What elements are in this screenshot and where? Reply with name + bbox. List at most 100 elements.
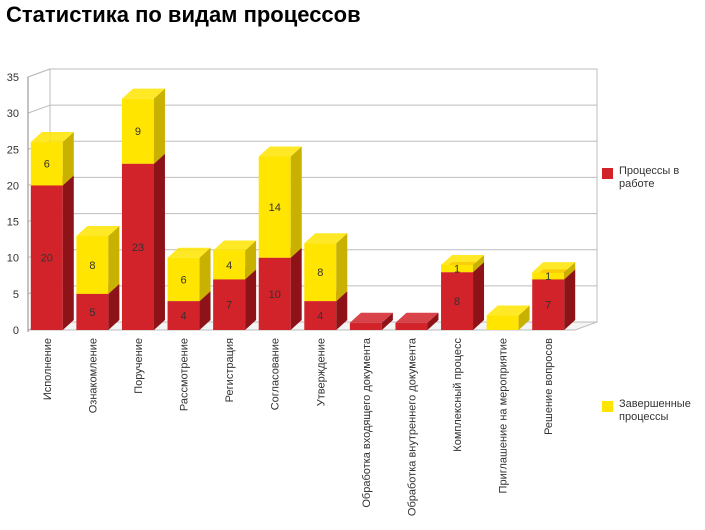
y-tick-label: 25 (7, 144, 19, 156)
bar-completed-front (486, 315, 519, 330)
bar-in-progress-front (258, 257, 291, 330)
bar-in-progress-front (213, 279, 246, 330)
bar-in-progress-front (76, 293, 109, 330)
data-label-in-progress: 4 (180, 311, 186, 323)
bar-in-progress-front (121, 163, 154, 330)
y-tick-label: 5 (13, 289, 19, 301)
data-label-completed: 14 (269, 202, 281, 214)
x-tick-label: Поручение (133, 338, 145, 394)
bar-in-progress-front (441, 272, 474, 330)
data-label-in-progress: 7 (545, 300, 551, 312)
bar-completed-side (108, 226, 120, 294)
y-tick-label: 35 (7, 72, 19, 84)
legend-item-completed[interactable]: Завершенные процессы (602, 398, 705, 424)
bar-in-progress-side (290, 247, 302, 330)
y-tick-label: 15 (7, 217, 19, 229)
bar-completed-side (245, 240, 257, 280)
bar-in-progress-side (108, 283, 120, 330)
data-label-in-progress: 10 (269, 289, 281, 301)
y-tick-label: 10 (7, 253, 19, 265)
bar-in-progress-front (30, 185, 63, 330)
bar-completed-front (121, 98, 154, 164)
data-label-in-progress: 20 (41, 253, 53, 265)
bar-in-progress-front (167, 301, 200, 330)
bar-completed-front (30, 142, 63, 186)
data-label-completed: 6 (180, 274, 186, 286)
data-label-completed: 1 (545, 271, 551, 283)
bar-completed-front (167, 257, 200, 302)
bar-completed-top (30, 132, 74, 143)
bar-in-progress-side (153, 153, 165, 330)
bar-completed-top (213, 240, 257, 251)
bar-in-progress-front (532, 279, 565, 330)
bar-completed-side (199, 247, 211, 302)
page-title: Статистика по видам процессов (6, 2, 361, 27)
bar-in-progress-top (395, 312, 439, 323)
bar-completed-side (153, 88, 165, 164)
bar-in-progress-side (473, 262, 485, 330)
data-label-completed: 6 (44, 159, 50, 171)
bar-completed-top (304, 233, 348, 244)
bar-completed-side (473, 254, 485, 273)
bar-completed-front (258, 156, 291, 258)
legend-label-in-progress: Процессы в работе (619, 165, 680, 190)
bar-in-progress-side (62, 175, 74, 330)
x-tick-label: Обработка входящего документа (361, 337, 373, 508)
bar-completed-front (304, 243, 337, 302)
y-tick-label: 0 (13, 325, 19, 337)
data-label-completed: 4 (226, 260, 232, 272)
data-label-in-progress: 4 (317, 311, 323, 323)
bar-completed-top (121, 88, 165, 99)
bar-completed-side (564, 262, 576, 280)
x-tick-label: Рассмотрение (179, 338, 191, 411)
bar-in-progress-side (336, 291, 348, 330)
y-tick-label: 30 (7, 108, 19, 120)
x-tick-label: Обработка внутреннего документа (406, 337, 418, 516)
bar-completed-top (76, 226, 120, 237)
bar-completed-side (518, 305, 530, 330)
x-tick-label: Согласование (270, 338, 282, 410)
bar-in-progress-front (349, 322, 382, 330)
bar-completed-front (213, 250, 246, 280)
data-label-completed: 9 (135, 126, 141, 138)
bar-completed-top (167, 247, 211, 258)
gridline (27, 68, 597, 78)
bar-in-progress-front (304, 301, 337, 330)
bar-completed-top (486, 305, 530, 316)
bar-in-progress-side (381, 312, 393, 330)
gridline (27, 104, 597, 114)
data-label-in-progress: 5 (89, 307, 95, 319)
bar-completed-top (258, 146, 302, 157)
data-label-completed: 8 (89, 260, 95, 272)
data-label-in-progress: 8 (454, 296, 460, 308)
bar-completed-front (441, 264, 474, 273)
legend-item-in-progress[interactable]: Процессы в работе (602, 165, 705, 191)
bar-in-progress-front (395, 322, 428, 330)
x-tick-label: Исполнение (42, 338, 54, 400)
data-label-in-progress: 23 (132, 242, 144, 254)
bar-completed-top (532, 262, 576, 273)
bar-in-progress-side (564, 269, 576, 330)
x-tick-label: Ознакомление (87, 338, 99, 413)
bar-completed-side (62, 132, 74, 186)
x-tick-label: Утверждение (315, 338, 327, 406)
legend-label-completed: Завершенные процессы (619, 398, 691, 423)
y-tick-label: 20 (7, 180, 19, 192)
data-label-completed: 8 (317, 267, 323, 279)
data-label-completed: 1 (454, 264, 460, 276)
data-label-in-progress: 7 (226, 300, 232, 312)
x-tick-label: Решение вопросов (543, 338, 555, 435)
bar-completed-front (532, 272, 565, 280)
legend-swatch-in-progress (602, 168, 613, 179)
bar-in-progress-top (349, 312, 393, 323)
bar-completed-side (290, 146, 302, 258)
x-tick-label: Комплексный процесс (452, 338, 464, 452)
bar-completed-top (441, 254, 485, 265)
bar-in-progress-side (427, 312, 439, 330)
x-tick-label: Регистрация (224, 338, 236, 402)
bar-completed-front (76, 236, 109, 294)
bar-completed-side (336, 233, 348, 302)
x-tick-label: Приглашение на мероприятие (498, 338, 510, 493)
bar-in-progress-side (245, 269, 257, 330)
